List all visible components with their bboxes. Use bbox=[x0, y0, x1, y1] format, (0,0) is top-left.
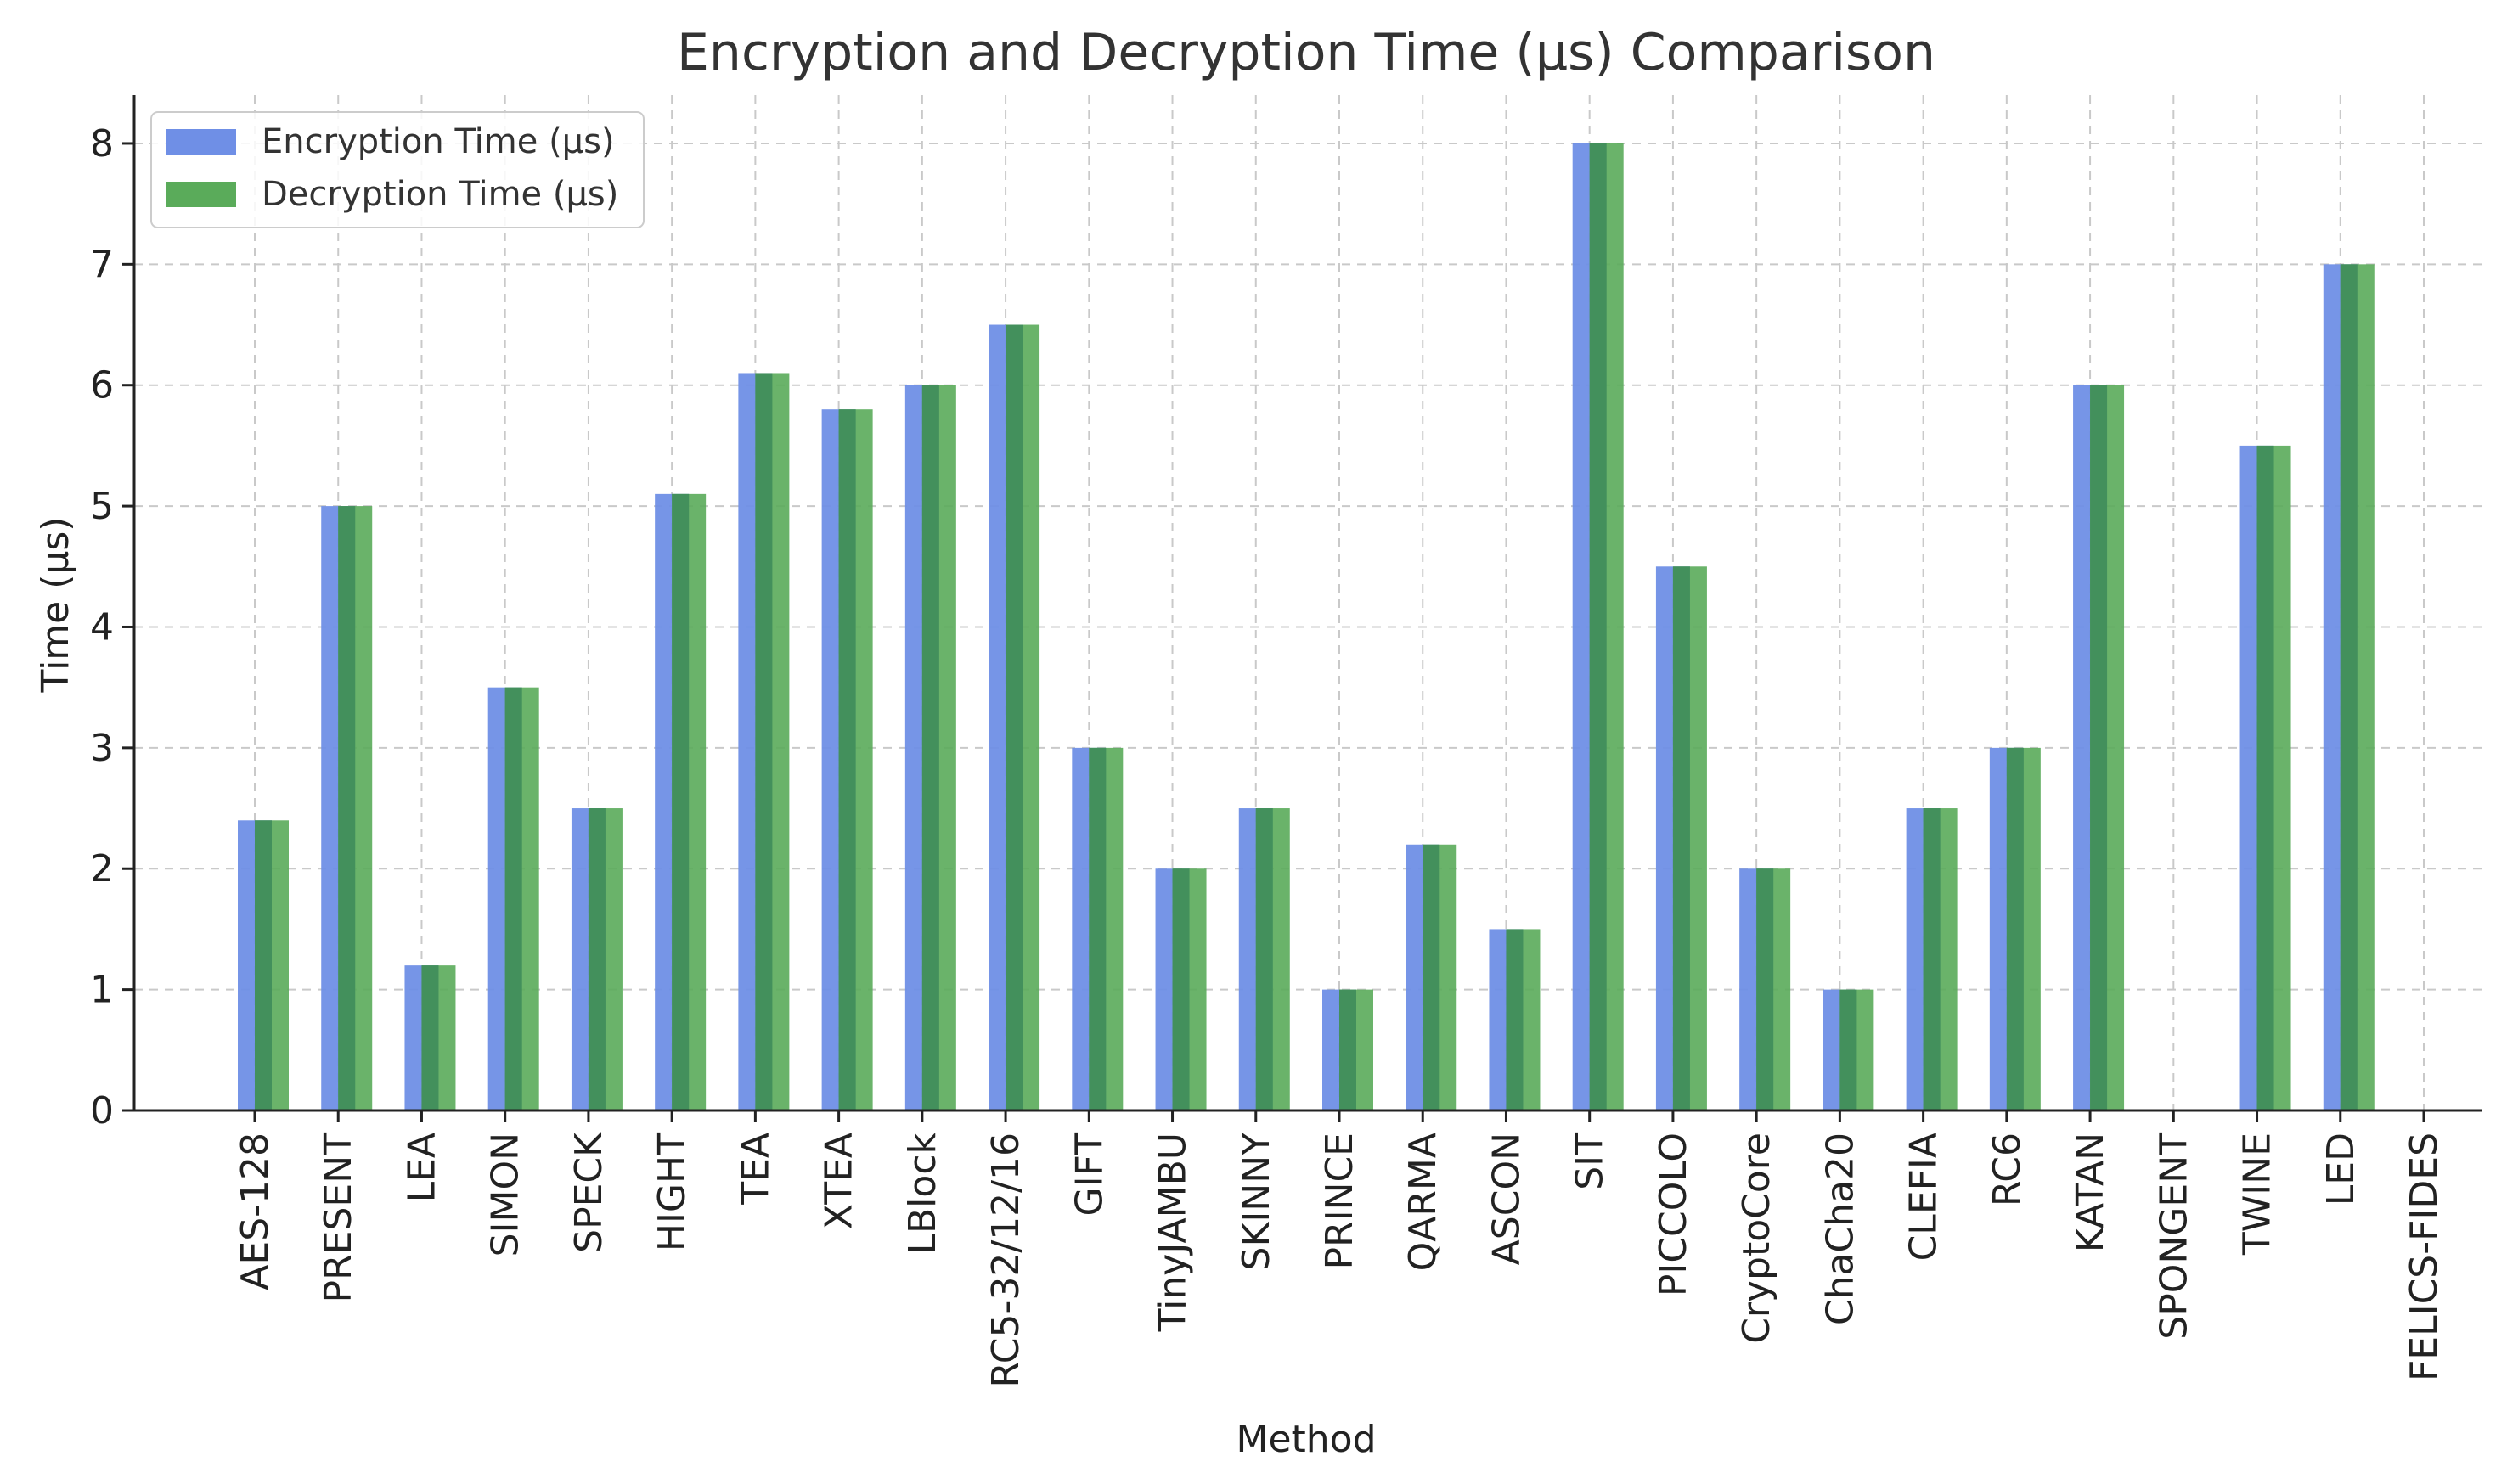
bar-overlap bbox=[1339, 989, 1356, 1110]
x-tick-label: LEA bbox=[400, 1133, 443, 1202]
x-tick-label: PICCOLO bbox=[1652, 1133, 1695, 1296]
bar-overlap bbox=[255, 820, 272, 1110]
legend-swatch-encryption bbox=[166, 129, 236, 155]
bar-overlap bbox=[1423, 844, 1440, 1110]
bar-overlap bbox=[1756, 868, 1774, 1110]
bar-overlap bbox=[2256, 445, 2274, 1110]
bar-overlap bbox=[1506, 929, 1524, 1110]
y-tick-label: 1 bbox=[90, 969, 114, 1012]
x-tick-label: TEA bbox=[734, 1133, 777, 1206]
x-tick-label: SKINNY bbox=[1235, 1133, 1278, 1271]
x-tick-label: FELICS-FIDES bbox=[2403, 1133, 2446, 1381]
axes bbox=[122, 95, 2482, 1122]
legend-swatch-decryption bbox=[166, 182, 236, 207]
x-tick-label: QARMA bbox=[1401, 1133, 1445, 1271]
bar-overlap bbox=[2340, 264, 2358, 1110]
bar-overlap bbox=[921, 385, 939, 1110]
x-tick-label: LBlock bbox=[901, 1132, 944, 1254]
y-axis-label: Time (μs) bbox=[34, 517, 77, 694]
bar-overlap bbox=[1923, 808, 1941, 1110]
bars bbox=[238, 143, 2375, 1110]
y-tick-label: 7 bbox=[90, 243, 114, 286]
x-tick-label: AES-128 bbox=[234, 1133, 277, 1290]
legend-frame bbox=[150, 111, 645, 228]
bar-overlap bbox=[1839, 989, 1857, 1110]
x-axis-label: Method bbox=[1236, 1418, 1376, 1461]
y-tick-label: 8 bbox=[90, 122, 114, 166]
x-tick-label: RC5-32/12/16 bbox=[984, 1133, 1028, 1388]
bar-overlap bbox=[588, 808, 606, 1110]
y-tick-label: 0 bbox=[90, 1089, 114, 1133]
y-tick-label: 2 bbox=[90, 847, 114, 891]
bar-overlap bbox=[838, 409, 856, 1110]
bar-overlap bbox=[1006, 324, 1023, 1110]
x-tick-label: CryptoCore bbox=[1735, 1133, 1778, 1344]
x-tick-label: CLEFIA bbox=[1902, 1133, 1946, 1261]
bar-overlap bbox=[1255, 808, 1273, 1110]
legend: Encryption Time (μs) Decryption Time (μs… bbox=[150, 111, 645, 228]
x-tick-label: HIGHT bbox=[651, 1133, 694, 1251]
x-tick-label: SIT bbox=[1569, 1133, 1612, 1190]
x-tick-label: TinyJAMBU bbox=[1152, 1133, 1195, 1332]
x-tick-label: LED bbox=[2319, 1133, 2363, 1206]
bar-overlap bbox=[1172, 868, 1190, 1110]
x-tick-label: PRINCE bbox=[1318, 1133, 1361, 1270]
x-tick-label: ASCON bbox=[1484, 1133, 1528, 1265]
y-tick-label: 6 bbox=[90, 364, 114, 408]
bar-overlap bbox=[755, 373, 773, 1110]
y-tick-label: 4 bbox=[90, 605, 114, 649]
y-tick-label: 5 bbox=[90, 485, 114, 528]
bar-overlap bbox=[338, 506, 356, 1110]
legend-label-decryption: Decryption Time (μs) bbox=[262, 175, 618, 214]
tick-labels: 0 1 2 3 4 5 6 7 8 AES-128 PRESENT LEA SIMON SPECK HIGH… bbox=[90, 122, 2446, 1388]
bar-overlap bbox=[672, 493, 690, 1110]
x-tick-label: TWINE bbox=[2236, 1133, 2279, 1256]
chart-title: Encryption and Decryption Time (μs) Comp… bbox=[677, 23, 1935, 82]
legend-label-encryption: Encryption Time (μs) bbox=[262, 122, 615, 161]
bar-overlap bbox=[2006, 747, 2024, 1110]
grid bbox=[134, 95, 2482, 1110]
x-tick-label: ChaCha20 bbox=[1818, 1133, 1862, 1325]
x-tick-label: RC6 bbox=[1986, 1133, 2029, 1206]
x-tick-label: SPONGENT bbox=[2152, 1133, 2195, 1340]
bar-overlap bbox=[1089, 747, 1107, 1110]
x-tick-label: SIMON bbox=[484, 1133, 527, 1256]
bar-overlap bbox=[1672, 566, 1690, 1110]
x-tick-label: GIFT bbox=[1068, 1133, 1111, 1217]
x-tick-label: XTEA bbox=[818, 1133, 861, 1229]
x-tick-label: SPECK bbox=[567, 1132, 611, 1253]
x-tick-label: PRESENT bbox=[317, 1133, 360, 1303]
bar-overlap bbox=[421, 965, 439, 1110]
bar-overlap bbox=[2090, 385, 2108, 1110]
bar-overlap bbox=[504, 687, 522, 1110]
x-tick-label: KATAN bbox=[2069, 1133, 2112, 1252]
y-tick-label: 3 bbox=[90, 727, 114, 770]
bar-overlap bbox=[1589, 143, 1607, 1110]
